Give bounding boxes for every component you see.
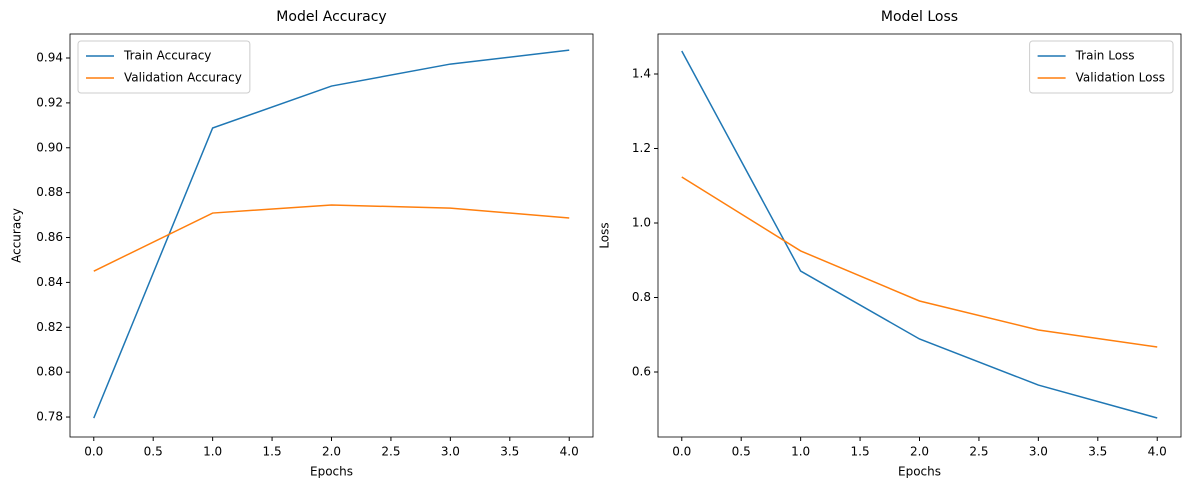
x-tick-label: 2.0 <box>910 445 929 459</box>
x-tick-label: 1.5 <box>851 445 870 459</box>
x-tick-label: 0.0 <box>84 445 103 459</box>
y-tick-label: 0.82 <box>36 320 63 334</box>
y-tick-label: 0.90 <box>36 140 63 154</box>
x-tick-label: 1.0 <box>791 445 810 459</box>
x-axis-label: Epochs <box>310 465 353 479</box>
x-tick-label: 3.5 <box>500 445 519 459</box>
legend: Train Loss Validation Loss <box>1029 40 1174 94</box>
x-tick-label: 4.0 <box>1148 445 1167 459</box>
y-axis-label: Accuracy <box>10 208 24 263</box>
y-tick-label: 0.8 <box>632 290 651 304</box>
y-tick-label: 1.4 <box>632 67 651 81</box>
x-tick-label: 1.0 <box>203 445 222 459</box>
legend-label: Validation Loss <box>1076 71 1165 85</box>
y-axis-label: Loss <box>598 222 612 248</box>
x-tick-label: 4.0 <box>560 445 579 459</box>
x-tick-label: 0.5 <box>144 445 163 459</box>
x-tick-label: 2.0 <box>322 445 341 459</box>
legend-label: Train Loss <box>1075 49 1135 63</box>
x-tick-label: 1.5 <box>263 445 282 459</box>
y-tick-label: 0.80 <box>36 365 63 379</box>
legend: Train Accuracy Validation Accuracy <box>77 40 251 94</box>
line-series <box>681 176 1158 348</box>
y-tick-label: 0.6 <box>632 365 651 379</box>
x-axis-label: Epochs <box>898 465 941 479</box>
line-series <box>93 49 570 419</box>
plot-frame <box>657 33 1182 438</box>
x-tick-label: 0.5 <box>732 445 751 459</box>
y-tick-label: 0.92 <box>36 95 63 109</box>
subplot: Model Loss Epochs Loss 0.0 0.5 1.0 1.5 2.0 2.5 3.… <box>598 9 1182 479</box>
y-tick-label: 0.84 <box>36 275 63 289</box>
plot-frame <box>69 33 594 438</box>
legend-frame <box>77 40 251 94</box>
y-tick-label: 0.86 <box>36 230 63 244</box>
y-tick-label: 1.0 <box>632 216 651 230</box>
y-tick-label: 0.94 <box>36 51 63 65</box>
y-tick-label: 1.2 <box>632 141 651 155</box>
line-series <box>93 204 570 272</box>
x-tick-label: 3.0 <box>1029 445 1048 459</box>
y-tick-label: 0.78 <box>36 410 63 424</box>
x-tick-label: 2.5 <box>381 445 400 459</box>
x-tick-label: 3.5 <box>1088 445 1107 459</box>
x-tick-label: 0.0 <box>672 445 691 459</box>
chart-title: Model Accuracy <box>276 9 386 25</box>
x-tick-label: 2.5 <box>969 445 988 459</box>
legend-label: Train Accuracy <box>123 49 211 63</box>
legend-frame <box>1029 40 1174 94</box>
y-tick-label: 0.88 <box>36 185 63 199</box>
legend-label: Validation Accuracy <box>124 71 242 85</box>
chart-title: Model Loss <box>881 9 958 25</box>
x-tick-label: 3.0 <box>441 445 460 459</box>
subplot: Model Accuracy Epochs Accuracy 0.0 0.5 1.0 1.5… <box>10 9 594 479</box>
line-series <box>681 50 1158 419</box>
